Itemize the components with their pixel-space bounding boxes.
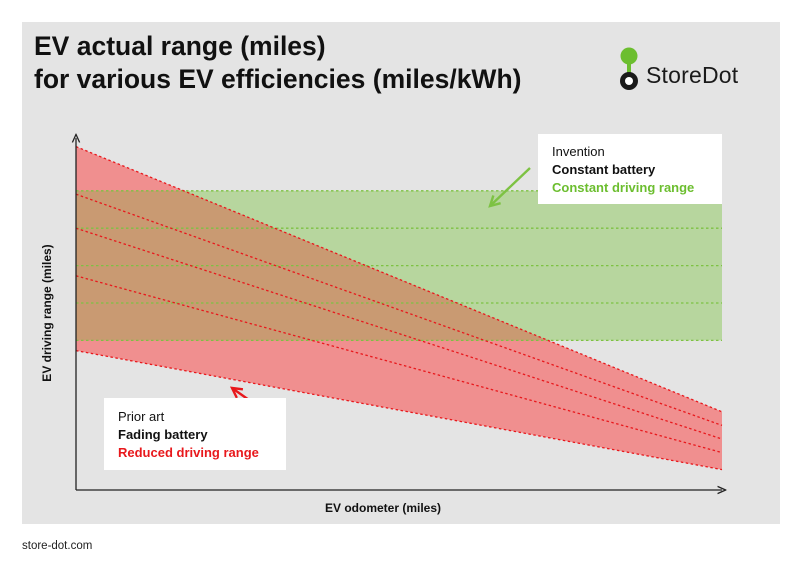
footer-url: store-dot.com (22, 540, 93, 552)
prior-art-arrow-icon-head (229, 386, 244, 399)
prior-art-range-label: Reduced driving range (118, 445, 259, 460)
reduced-range-line-3 (75, 227, 723, 440)
title-line-1: EV actual range (miles) (34, 31, 326, 61)
y-axis-label: EV driving range (miles) (40, 244, 54, 382)
title-line-2: for various EV efficiencies (miles/kWh) (34, 64, 522, 94)
invention-battery-label: Constant battery (552, 162, 656, 177)
prior-art-callout: Prior art Fading battery Reduced driving… (104, 398, 286, 470)
brand-name: StoreDot (646, 62, 739, 88)
invention-label: Invention (552, 144, 605, 159)
reduced-range-line-4 (75, 275, 723, 454)
page-title: EV actual range (miles) for various EV e… (34, 30, 521, 96)
x-axis-label: EV odometer (miles) (325, 501, 442, 515)
storedot-logo: StoreDot (618, 44, 768, 102)
prior-art-battery-label: Fading battery (118, 427, 208, 442)
invention-arrow-icon (488, 167, 531, 208)
invention-arrow-icon-shaft (489, 167, 531, 207)
prior-art-label: Prior art (118, 409, 165, 424)
invention-range-label: Constant driving range (552, 180, 695, 195)
reduced-range-line-1 (75, 145, 723, 413)
range-lines (75, 145, 723, 471)
reduced-range-line-2 (75, 193, 723, 427)
chart-axes (76, 138, 722, 490)
invention-callout: Invention Constant battery Constant driv… (538, 134, 722, 204)
storedot-logo-mark (620, 47, 638, 90)
reduced-range-line-5 (75, 349, 723, 471)
invention-arrow-icon-head (488, 195, 501, 208)
